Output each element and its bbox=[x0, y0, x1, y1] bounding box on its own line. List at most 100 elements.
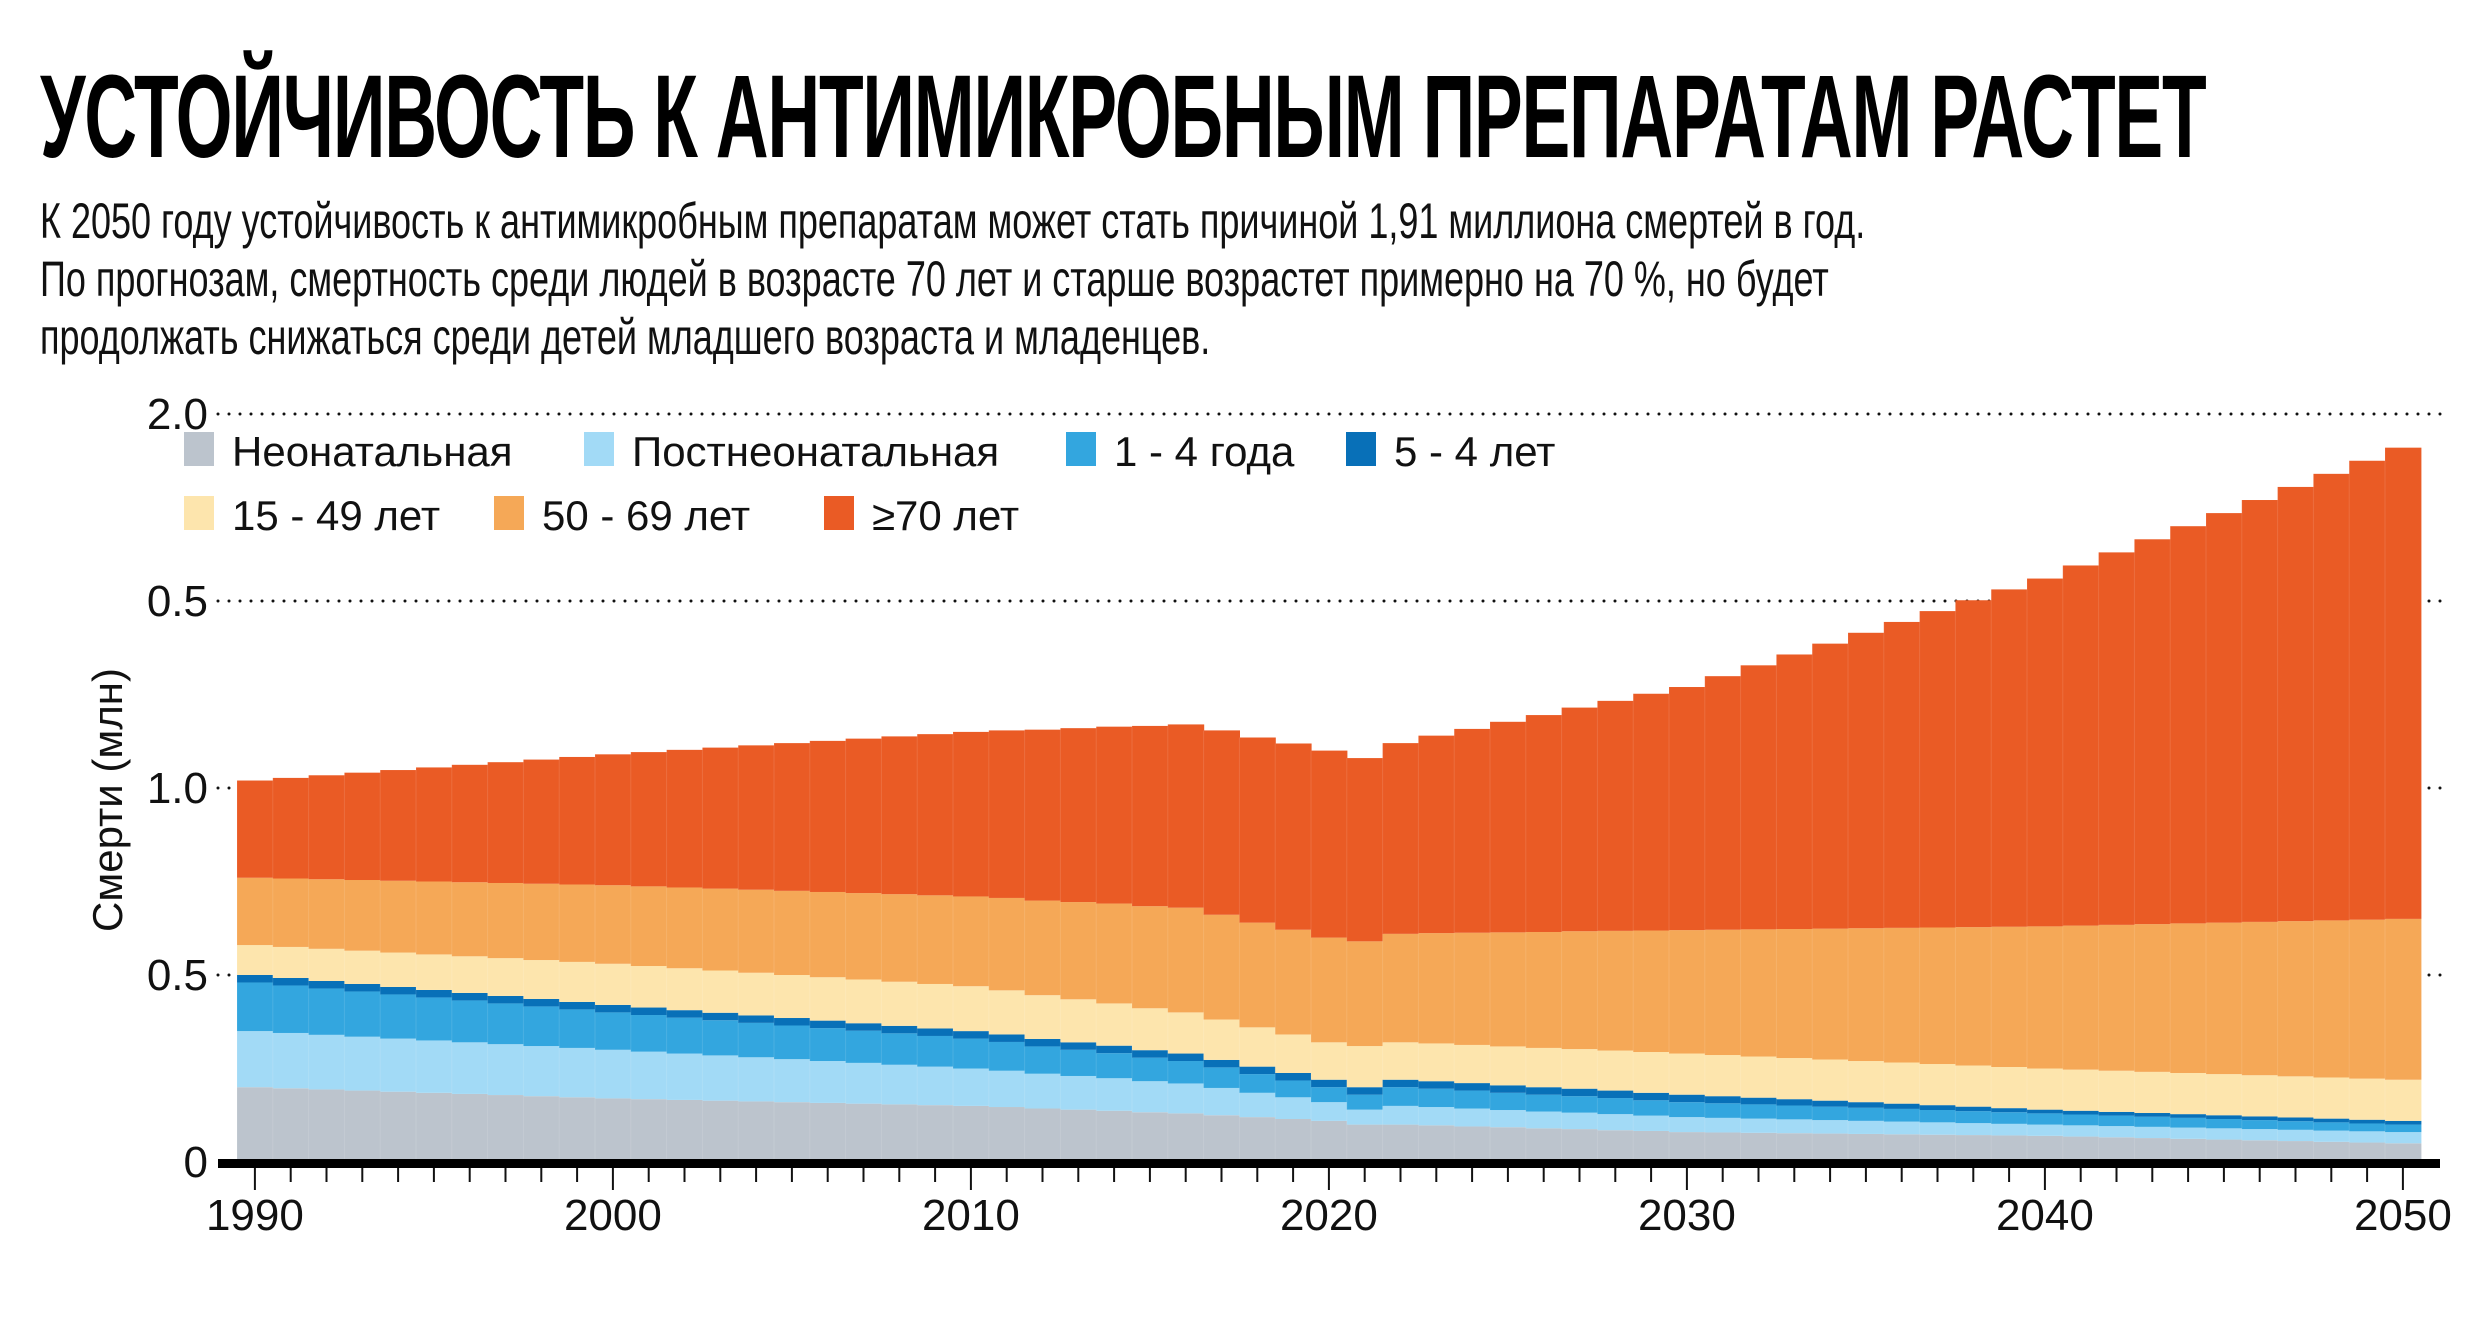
bar-segment bbox=[1418, 735, 1455, 934]
legend: Неонатальная Постнеонатальная 1 - 4 года 5 … bbox=[184, 428, 1555, 539]
bar-segment bbox=[1203, 730, 1240, 915]
bar-segment bbox=[1740, 1104, 1777, 1119]
bar-segment bbox=[380, 1091, 417, 1162]
bar-segment bbox=[2134, 1113, 2171, 1117]
bar-segment bbox=[1561, 931, 1598, 1050]
bar-segment bbox=[2027, 1113, 2064, 1125]
x-tick-label: 2030 bbox=[1638, 1191, 1736, 1240]
bar-segment bbox=[487, 995, 524, 1004]
bar-segment bbox=[809, 1020, 847, 1029]
x-tick-label: 2050 bbox=[2354, 1191, 2452, 1240]
bar-segment bbox=[416, 997, 453, 1041]
bar-segment bbox=[1203, 914, 1240, 1020]
bar-segment bbox=[2134, 1126, 2171, 1139]
bar-segment bbox=[917, 1066, 954, 1106]
bar-segment bbox=[1167, 1113, 1205, 1162]
bar-segment bbox=[2313, 920, 2350, 1078]
bar-segment bbox=[1525, 931, 1563, 1048]
chart-subtitle: К 2050 году устойчивость к антимикробным… bbox=[40, 192, 2416, 366]
bar-segment bbox=[559, 1097, 596, 1162]
bar-segment bbox=[666, 968, 703, 1011]
bar-segment bbox=[308, 948, 345, 981]
x-tick-label: 1990 bbox=[206, 1191, 304, 1240]
bar-segment bbox=[1633, 1100, 1670, 1116]
bar-segment bbox=[1418, 1125, 1455, 1162]
bar-segment bbox=[1311, 1102, 1348, 1121]
bar-segment bbox=[272, 977, 310, 986]
bar-segment bbox=[2027, 578, 2064, 927]
bar-segment bbox=[416, 881, 453, 955]
bar-segment bbox=[237, 945, 274, 975]
legend-swatch bbox=[584, 432, 614, 466]
bar-segment bbox=[1740, 1132, 1777, 1162]
bar-segment bbox=[2206, 1128, 2243, 1140]
bar-segment bbox=[237, 1031, 274, 1088]
bar-segment bbox=[1311, 1079, 1348, 1088]
chart-title: УСТОЙЧИВОСТЬ К АНТИМИКРОБНЫМ ПРЕПАРАТАМ … bbox=[40, 51, 2207, 183]
bar-segment bbox=[487, 762, 524, 883]
bar-segment bbox=[666, 1053, 703, 1100]
bar-segment bbox=[953, 1038, 990, 1069]
bar-segment bbox=[2349, 1142, 2386, 1162]
bar-segment bbox=[1275, 1097, 1312, 1119]
bar-segment bbox=[416, 954, 453, 990]
bar-segment bbox=[2098, 1137, 2135, 1162]
bar-segment bbox=[1669, 1053, 1706, 1095]
bar-segment bbox=[1919, 1064, 1956, 1106]
x-tick-label: 2000 bbox=[564, 1191, 662, 1240]
bar-segment bbox=[1132, 1008, 1169, 1051]
bar-segment bbox=[1311, 750, 1348, 938]
bar-segment bbox=[1275, 1034, 1312, 1073]
bar-segment bbox=[702, 970, 739, 1013]
bar-segment bbox=[1418, 1088, 1455, 1108]
bar-segment bbox=[2385, 1079, 2422, 1121]
bar-segment bbox=[988, 1070, 1026, 1108]
bar-segment bbox=[2170, 1127, 2207, 1139]
bar-segment bbox=[1311, 1087, 1348, 1103]
bar-segment bbox=[1024, 1038, 1061, 1047]
bar-segment bbox=[2098, 924, 2135, 1071]
legend-swatch bbox=[184, 496, 214, 530]
bar-segment bbox=[2385, 1124, 2422, 1133]
bar-segment bbox=[1633, 1052, 1670, 1093]
bar-segment bbox=[774, 890, 811, 975]
bar-segment bbox=[272, 1088, 310, 1162]
bar-segment bbox=[2170, 923, 2207, 1073]
bar-segment bbox=[1239, 1092, 1276, 1118]
legend-label: 1 - 4 года bbox=[1114, 428, 1295, 475]
bar-segment bbox=[2170, 1138, 2207, 1162]
bar-segment bbox=[2027, 1124, 2064, 1136]
bar-segment bbox=[2170, 1114, 2207, 1118]
bar-segment bbox=[2277, 1129, 2314, 1142]
bar-segment bbox=[344, 880, 381, 951]
bar-segment bbox=[1167, 1061, 1205, 1084]
bar-segment bbox=[1382, 743, 1419, 934]
bar-segment bbox=[237, 1087, 274, 1162]
bar-segment bbox=[2385, 1120, 2422, 1125]
bar-segment bbox=[1060, 902, 1097, 1000]
bar-segment bbox=[1704, 1055, 1742, 1097]
bar-segment bbox=[845, 1062, 882, 1104]
bar-segment bbox=[1669, 1132, 1706, 1162]
bar-segment bbox=[2134, 924, 2171, 1072]
bar-segment bbox=[2170, 1072, 2207, 1115]
bar-segment bbox=[416, 767, 453, 882]
bar-segment bbox=[1669, 930, 1706, 1054]
bar-segment bbox=[702, 1100, 739, 1162]
bar-segment bbox=[1597, 1090, 1634, 1099]
bar-segment bbox=[344, 950, 381, 984]
bar-segment bbox=[2062, 565, 2100, 926]
subtitle-line: К 2050 году устойчивость к антимикробным… bbox=[40, 193, 1866, 249]
bar-segment bbox=[1346, 1094, 1384, 1110]
bar-segment bbox=[1883, 621, 1921, 928]
bar-segment bbox=[1525, 715, 1563, 932]
bar-segment bbox=[1704, 1096, 1742, 1104]
bar-segment bbox=[237, 975, 274, 983]
gridlines: 0 0.5 1.0 0.5 2.0 bbox=[147, 390, 2447, 1187]
bar-segment bbox=[1024, 729, 1061, 901]
bar-segment bbox=[237, 780, 274, 878]
bar-segment bbox=[559, 1047, 596, 1098]
bar-segment bbox=[523, 883, 560, 961]
bar-segment bbox=[2385, 447, 2422, 919]
